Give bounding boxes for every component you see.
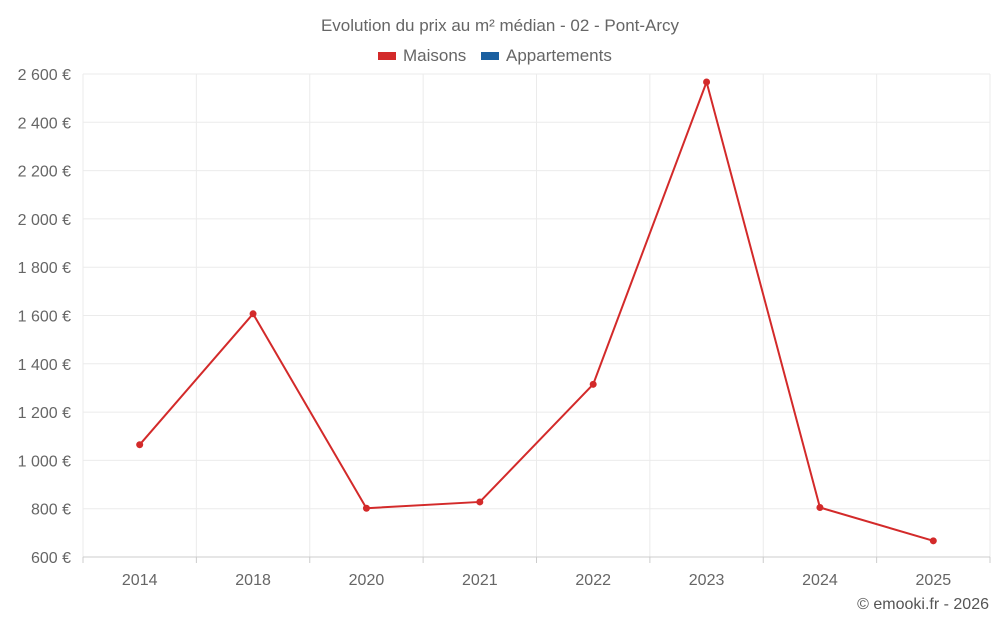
legend-item-appartements[interactable]: Appartements [481,46,612,65]
legend-swatch-appartements [481,52,499,60]
data-point[interactable] [136,441,144,449]
grid [82,73,991,557]
series [136,78,937,545]
y-tick-label: 2 200 € [18,164,71,181]
legend-swatch-maisons [378,52,396,60]
data-point[interactable] [589,380,597,388]
data-point[interactable] [362,504,370,512]
y-tick-label: 1 800 € [18,260,71,277]
data-point[interactable] [476,498,484,506]
data-point[interactable] [703,78,711,86]
legend-label-appartements: Appartements [506,46,612,65]
y-tick-label: 2 600 € [18,67,71,84]
credit-text: © emooki.fr - 2026 [857,596,989,613]
legend-label-maisons: Maisons [403,46,466,65]
chart-title: Evolution du prix au m² médian - 02 - Po… [321,16,680,35]
y-tick-label: 1 600 € [18,309,71,326]
x-tick-label: 2023 [689,572,725,589]
y-tick-label: 2 400 € [18,115,71,132]
legend: Maisons Appartements [378,46,612,65]
x-tick-label: 2025 [916,572,952,589]
y-tick-label: 1 400 € [18,357,71,374]
data-point[interactable] [816,503,824,511]
x-tick-label: 2014 [122,572,158,589]
y-tick-label: 2 000 € [18,212,71,229]
y-tick-label: 1 000 € [18,453,71,470]
x-tick-label: 2024 [802,572,838,589]
data-point[interactable] [249,310,257,318]
y-tick-label: 1 200 € [18,405,71,422]
x-tick-label: 2018 [235,572,271,589]
axes: 600 € 800 € 1 000 € 1 200 € 1 400 € 1 600 € 1 … [18,67,991,589]
y-tick-label: 800 € [31,502,71,519]
x-tick-label: 2020 [349,572,385,589]
y-tick-label: 600 € [31,550,71,567]
legend-item-maisons[interactable]: Maisons [378,46,466,65]
data-point[interactable] [929,537,937,545]
x-tick-label: 2022 [575,572,611,589]
series-line-maisons [138,80,934,542]
x-tick-label: 2021 [462,572,498,589]
